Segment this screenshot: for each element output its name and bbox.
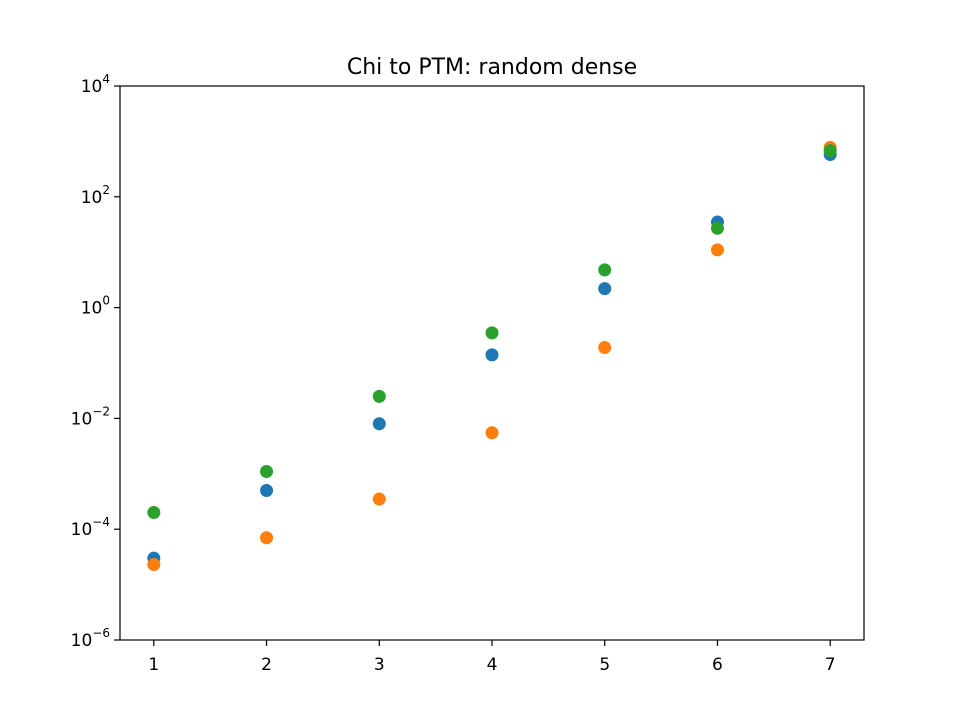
data-point [710,243,724,257]
data-point [598,263,612,277]
data-point [260,531,274,545]
data-point [260,465,274,479]
y-tick-exponent: −6 [92,626,110,640]
y-tick-label: 10−4 [71,515,110,540]
data-point [710,221,724,235]
data-point [260,483,274,497]
plot-area-frame [119,85,865,641]
y-tick-label: 104 [81,72,110,97]
y-tick-exponent: 4 [102,72,110,86]
data-points [147,140,837,572]
data-point [823,144,837,158]
y-tick-base: 10 [71,631,93,651]
data-point [372,492,386,506]
y-tick-label: 100 [81,294,110,319]
data-point [485,426,499,440]
chart-title: Chi to PTM: random dense [347,55,637,80]
x-tick-label: 5 [599,655,610,675]
y-tick-label: 102 [81,183,110,208]
data-point [598,282,612,296]
data-point [372,417,386,431]
y-tick-exponent: −2 [92,404,110,418]
x-tick-label: 1 [148,655,159,675]
y-tick-exponent: 2 [102,183,110,197]
x-tick-label: 3 [374,655,385,675]
x-tick-label: 2 [261,655,272,675]
y-tick-base: 10 [81,188,103,208]
y-tick-base: 10 [81,77,103,97]
x-tick-label: 7 [825,655,836,675]
x-tick-label: 4 [487,655,498,675]
series-1 [147,148,837,565]
y-tick-base: 10 [81,299,103,319]
y-tick-label: 10−6 [71,626,110,651]
x-tick-label: 6 [712,655,723,675]
series-2 [147,140,837,572]
data-point [485,348,499,362]
data-point [372,389,386,403]
data-point [147,506,161,520]
y-tick-label: 10−2 [71,404,110,429]
series-3 [147,144,837,520]
data-point [147,558,161,572]
y-tick-base: 10 [71,520,93,540]
x-axis: 1 2 3 4 5 6 7 [148,640,836,675]
y-tick-exponent: −4 [92,515,110,529]
data-point [598,341,612,355]
y-tick-base: 10 [71,409,93,429]
data-point [485,326,499,340]
y-tick-exponent: 0 [102,294,110,308]
